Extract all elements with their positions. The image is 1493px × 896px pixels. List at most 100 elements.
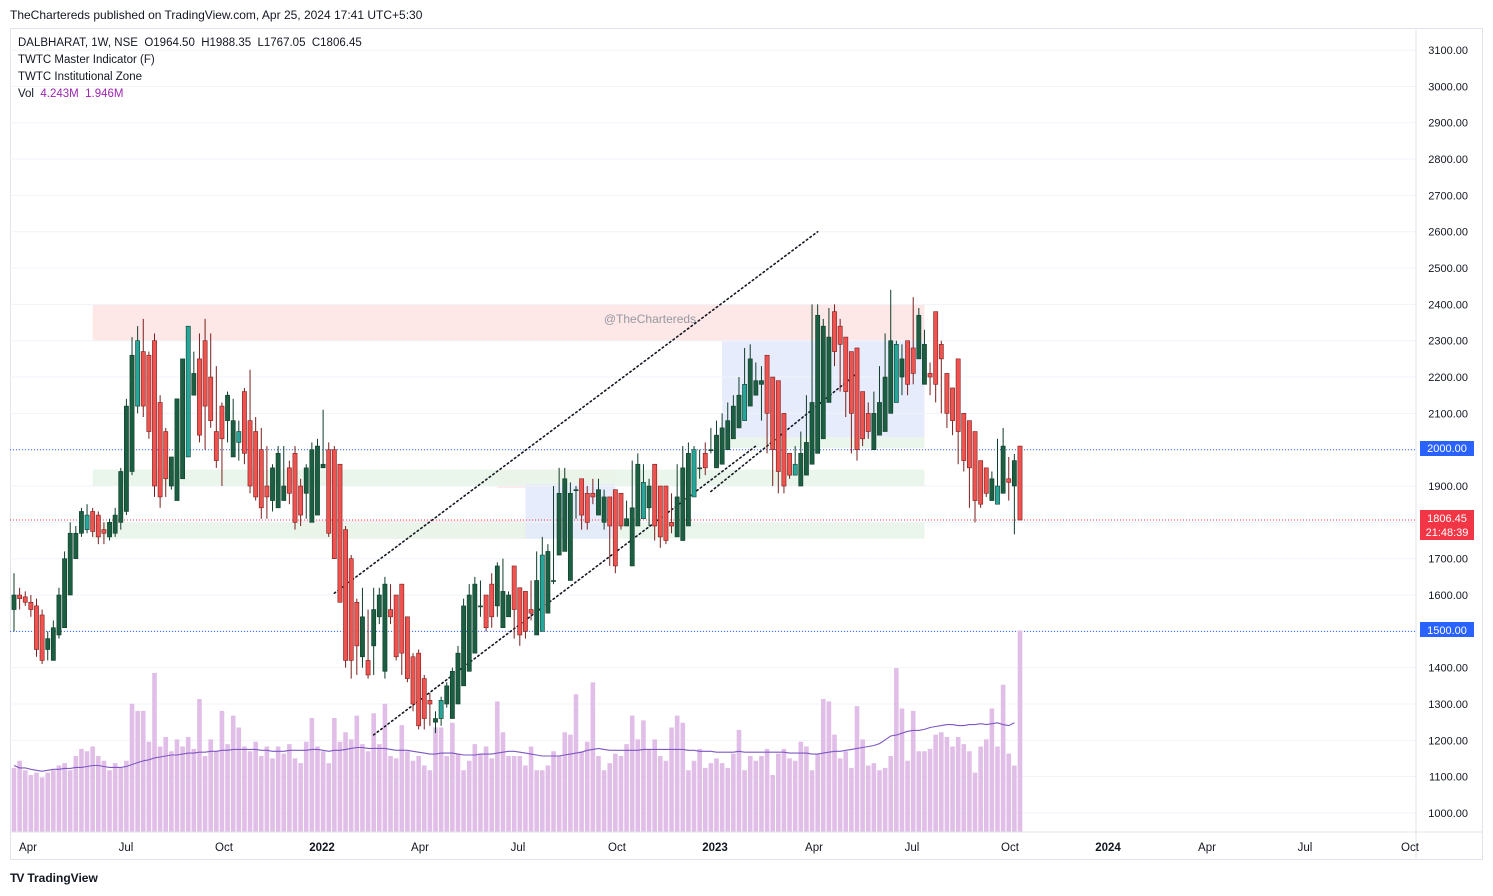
volume-bar-163: [927, 748, 933, 832]
volume-bar-85: [489, 758, 494, 832]
volume-bar-88: [506, 756, 511, 832]
volume-bar-72: [416, 756, 421, 832]
price-tags: 2000.00 1500.00 1806.45 21:48:39: [1420, 441, 1474, 637]
candle-body-94: [539, 554, 545, 632]
volume-bar-157: [894, 668, 899, 832]
volume-bar-75: [433, 727, 438, 832]
candle-66: [382, 576, 388, 679]
candle-body-128: [730, 405, 736, 440]
candle-179: [1017, 445, 1023, 521]
volume-bar-1: [17, 760, 22, 832]
y-tick-label-19: 2900.00: [1428, 118, 1468, 130]
y-tick-label-20: 3000.00: [1428, 81, 1468, 93]
volume-bar-33: [197, 699, 202, 832]
chart-frame[interactable]: [10, 28, 1483, 860]
volume-bar-168: [955, 737, 961, 832]
volume-bar-155: [882, 767, 888, 832]
candle-body-163: [927, 373, 933, 378]
candle-61: [354, 598, 360, 675]
legend-indicator-zone[interactable]: TWTC Institutional Zone: [18, 71, 142, 83]
candle-body-115: [657, 485, 663, 538]
volume-bar-57: [332, 718, 337, 832]
volume-bar-101: [579, 751, 584, 832]
candle-85: [489, 573, 495, 628]
candle-body-146: [832, 311, 837, 352]
candle-103: [590, 478, 596, 505]
candle-body-155: [882, 376, 888, 432]
price-tag-1500-bg: [1420, 622, 1474, 637]
candle-body-47: [275, 453, 281, 509]
volume-bar-59: [343, 732, 348, 832]
candle-body-29: [174, 398, 180, 501]
volume-bar-28: [169, 751, 174, 832]
candle-90: [517, 587, 523, 646]
volume-bar-46: [270, 758, 275, 832]
volume-bar-69: [399, 725, 405, 832]
volume-bar-139: [792, 760, 798, 832]
legend-close: C1806.45: [311, 37, 362, 49]
volume-bar-172: [978, 746, 983, 832]
candle-4: [34, 598, 39, 657]
candle-body-65: [376, 594, 382, 618]
candle-body-168: [955, 358, 961, 432]
candle-body-117: [669, 522, 674, 527]
candle-body-25: [152, 340, 157, 487]
tradingview-footer[interactable]: TV TradingView: [10, 871, 98, 885]
candle-body-177: [1006, 478, 1012, 483]
volume-bar-122: [697, 748, 702, 832]
volume-bar-117: [669, 727, 674, 832]
y-tick-label-0: 1000.00: [1428, 808, 1468, 820]
volume-bar-108: [618, 756, 624, 832]
candle-countdown: 21:48:39: [1426, 527, 1469, 539]
candle-body-148: [843, 336, 849, 392]
candle-49: [286, 460, 292, 505]
volume-bar-98: [562, 732, 568, 832]
legend-indicator-master[interactable]: TWTC Master Indicator (F): [18, 54, 155, 66]
last-price-tag-bg: [1420, 510, 1474, 540]
legend-volume-row[interactable]: Vol 4.243M 1.946M: [18, 86, 362, 103]
candle-36: [213, 366, 219, 468]
volume-bar-162: [922, 751, 927, 832]
candle-body-145: [826, 336, 832, 403]
candle-body-139: [792, 463, 798, 476]
candle-7: [50, 620, 56, 661]
volume-bar-120: [686, 770, 691, 832]
candle-body-104: [596, 489, 601, 516]
tradingview-brand: TradingView: [27, 871, 98, 885]
candle-body-37: [219, 405, 225, 440]
candle-body-23: [140, 351, 146, 407]
candle-body-10: [67, 532, 73, 596]
volume-bar-55: [320, 751, 326, 832]
candle-121: [691, 446, 697, 498]
candle-165: [938, 340, 944, 414]
candle-30: [180, 358, 185, 480]
y-tick-label-18: 2800.00: [1428, 154, 1468, 166]
candle-117: [669, 493, 674, 534]
candle-146: [832, 304, 837, 367]
candle-body-149: [848, 351, 854, 414]
candle-body-93: [534, 580, 540, 636]
candle-98: [562, 467, 568, 552]
candle-body-143: [815, 314, 821, 454]
candle-8: [56, 587, 62, 639]
candle-105: [601, 489, 607, 530]
volume-bar-34: [202, 756, 208, 832]
candle-11: [73, 525, 79, 559]
candle-body-59: [343, 529, 348, 661]
volume-bar-141: [804, 746, 809, 832]
candle-body-84: [483, 594, 489, 629]
volume-bar-5: [39, 777, 45, 832]
candle-body-100: [573, 489, 579, 491]
candle-body-167: [950, 387, 955, 421]
published-caption: TheChartereds published on TradingView.c…: [10, 8, 423, 22]
volume-bar-38: [225, 744, 230, 832]
volume-bar-82: [472, 744, 478, 832]
y-tick-label-14: 2400.00: [1428, 299, 1468, 311]
volume-bar-78: [450, 722, 455, 832]
candle-body-26: [157, 402, 163, 498]
volume-bar-114: [652, 739, 657, 832]
candle-body-69: [399, 583, 405, 654]
y-tick-label-7: 1700.00: [1428, 554, 1468, 566]
candle-body-20: [124, 405, 129, 512]
